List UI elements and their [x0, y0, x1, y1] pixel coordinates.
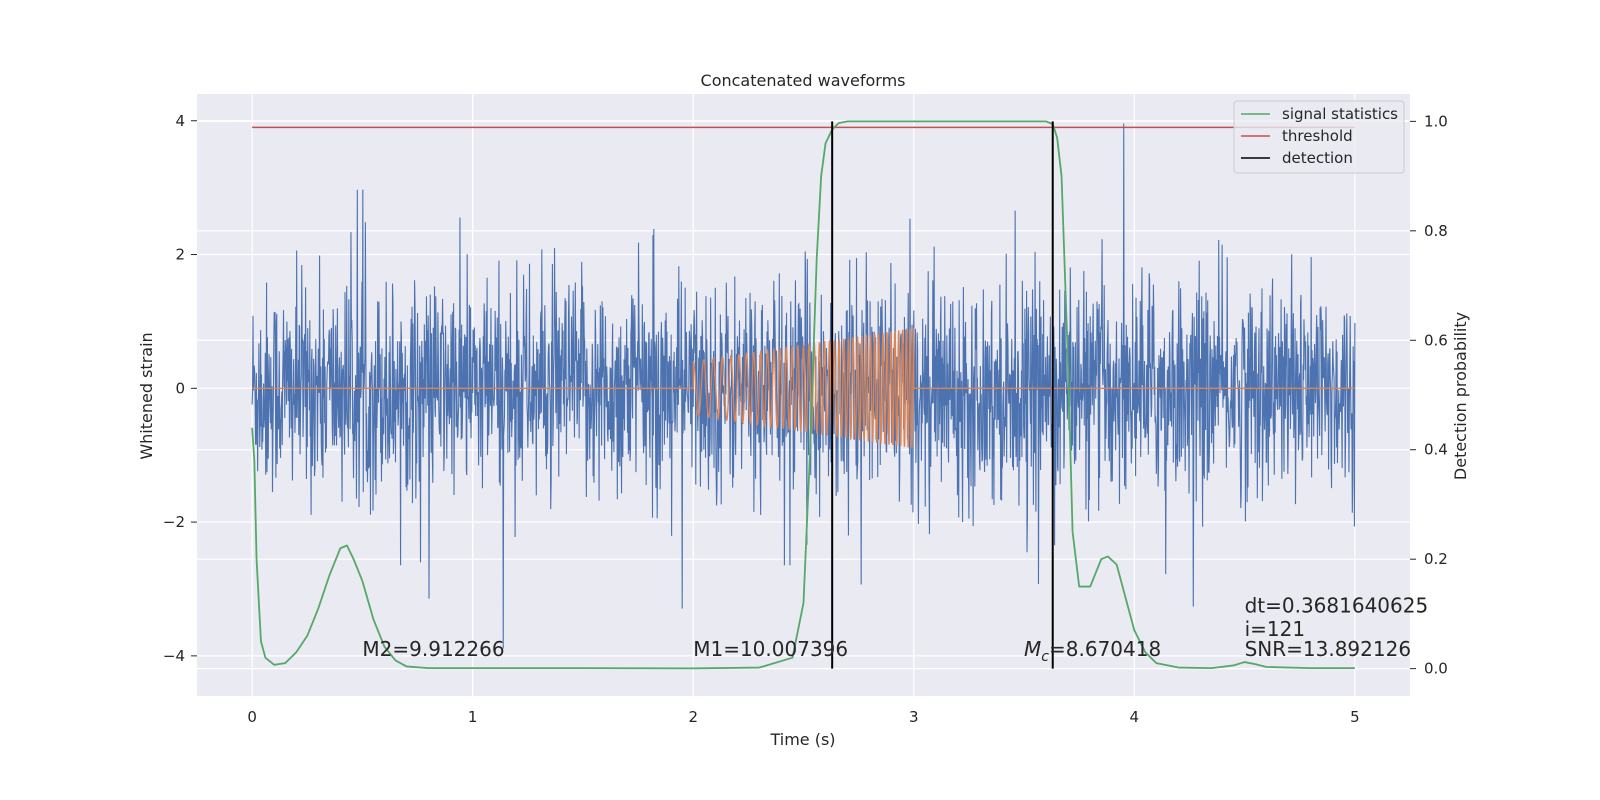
y-tick-label-right: 0.8	[1424, 222, 1448, 240]
y-axis-label-right: Detection probability	[1451, 312, 1470, 480]
y-tick-label-left: 4	[175, 112, 185, 130]
y-tick-label-right: 0.0	[1424, 660, 1448, 678]
x-tick-label: 1	[468, 708, 478, 726]
chart-title: Concatenated waveforms	[701, 71, 906, 90]
y-tick-label-right: 0.2	[1424, 550, 1448, 568]
annotation-label: Mc=8.670418	[1024, 637, 1161, 665]
detection-series	[831, 121, 1054, 669]
x-tick-label: 5	[1350, 708, 1360, 726]
annotations: M2=9.912266 M1=10.007396 Mc=8.670418 dt=0.3…	[362, 593, 1428, 664]
annotation-label: dt=0.3681640625	[1245, 593, 1429, 617]
legend: signal statistics threshold detection	[1233, 100, 1405, 174]
template-waveform-series	[252, 327, 1355, 449]
signal-statistics-line	[251, 120, 1355, 670]
y-tick-label-left: −4	[163, 647, 185, 665]
legend-label-threshold: threshold	[1282, 127, 1353, 145]
template-waveform-line	[252, 327, 1355, 449]
x-tick-label: 2	[688, 708, 698, 726]
annotation-label: SNR=13.892126	[1245, 637, 1411, 661]
x-tick-label: 0	[247, 708, 257, 726]
annotation-label: M1=10.007396	[693, 637, 848, 661]
y-tick-label-left: 0	[175, 379, 185, 397]
x-tick-label: 4	[1130, 708, 1140, 726]
legend-label-signal-statistics: signal statistics	[1282, 105, 1398, 123]
right-y-axis: 0.0 0.2 0.4 0.6 0.8 1.0	[1410, 112, 1448, 678]
y-tick-label-right: 1.0	[1424, 112, 1448, 130]
whitened-strain-series	[251, 123, 1356, 649]
x-axis-label: Time (s)	[769, 730, 835, 749]
left-y-axis: −4 −2 0 2 4	[163, 112, 197, 665]
legend-box	[1233, 100, 1405, 174]
signal-statistics-series	[251, 120, 1355, 670]
y-tick-label-left: −2	[163, 513, 185, 531]
legend-label-detection: detection	[1282, 149, 1353, 167]
y-axis-label-left: Whitened strain	[137, 332, 156, 459]
y-tick-label-left: 2	[175, 246, 185, 264]
annotation-label: i=121	[1245, 617, 1306, 641]
y-tick-label-right: 0.4	[1424, 441, 1448, 459]
whitened-strain-line	[251, 123, 1356, 649]
x-axis: 0 1 2 3 4 5	[247, 708, 1359, 726]
x-tick-label: 3	[909, 708, 919, 726]
annotation-label: M2=9.912266	[362, 637, 504, 661]
y-tick-label-right: 0.6	[1424, 331, 1448, 349]
